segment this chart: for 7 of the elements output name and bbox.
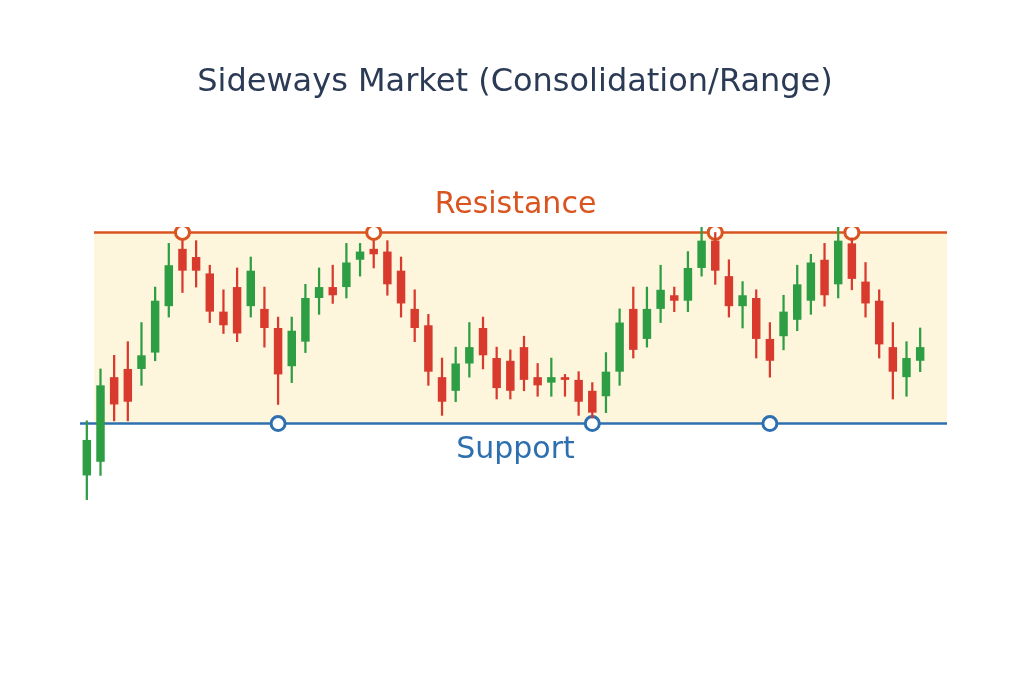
ref-line-label: Support xyxy=(456,430,576,466)
candlestick xyxy=(137,322,146,386)
candlestick xyxy=(260,286,269,348)
ref-line-label: Resistance xyxy=(434,185,597,221)
candlestick xyxy=(219,289,228,334)
chart-title: Sideways Market (Consolidation/Range) xyxy=(197,61,833,100)
candlestick xyxy=(738,281,747,329)
